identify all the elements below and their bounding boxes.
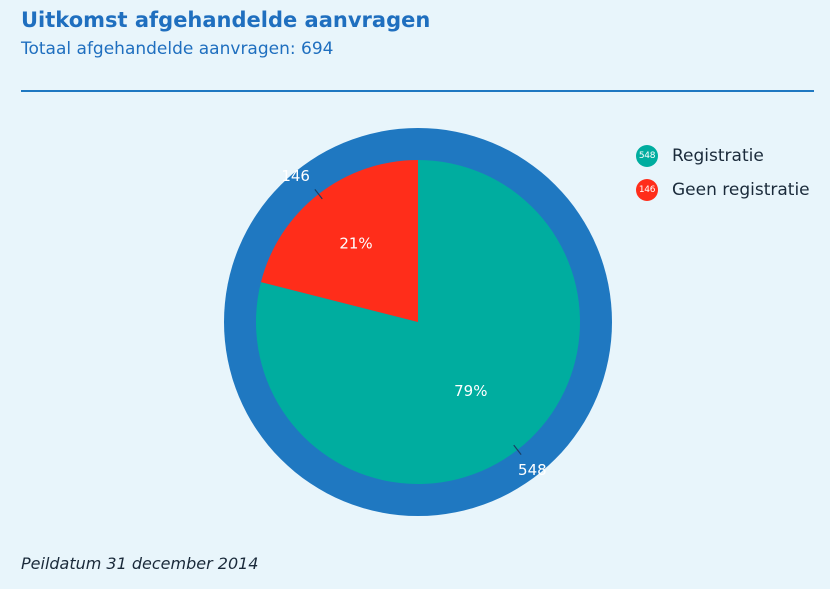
chart-title: Uitkomst afgehandelde aanvragen: [21, 8, 431, 32]
header-divider: [21, 90, 814, 92]
footnote-peildatum: Peildatum 31 december 2014: [21, 554, 259, 573]
legend-label-geen-registratie: Geen registratie: [672, 180, 810, 200]
value-label-registratie: 548: [518, 461, 547, 479]
pie-slice-geen-registratie[interactable]: [260, 160, 418, 322]
legend-item-registratie[interactable]: 548 Registratie: [636, 143, 810, 169]
legend-swatch-registratie: 548: [636, 145, 658, 167]
leader-tick-geen-registratie: [314, 189, 323, 200]
chart-subtitle: Totaal afgehandelde aanvragen: 694: [21, 39, 334, 59]
chart-legend: 548 Registratie 146 Geen registratie: [636, 143, 810, 211]
percent-label-geen-registratie: 21%: [339, 234, 372, 252]
legend-swatch-geen-registratie: 146: [636, 179, 658, 201]
value-label-geen-registratie: 146: [281, 167, 310, 185]
percent-label-registratie: 79%: [454, 382, 487, 400]
legend-label-registratie: Registratie: [672, 146, 764, 166]
legend-item-geen-registratie[interactable]: 146 Geen registratie: [636, 177, 810, 203]
leader-tick-registratie: [513, 444, 522, 455]
